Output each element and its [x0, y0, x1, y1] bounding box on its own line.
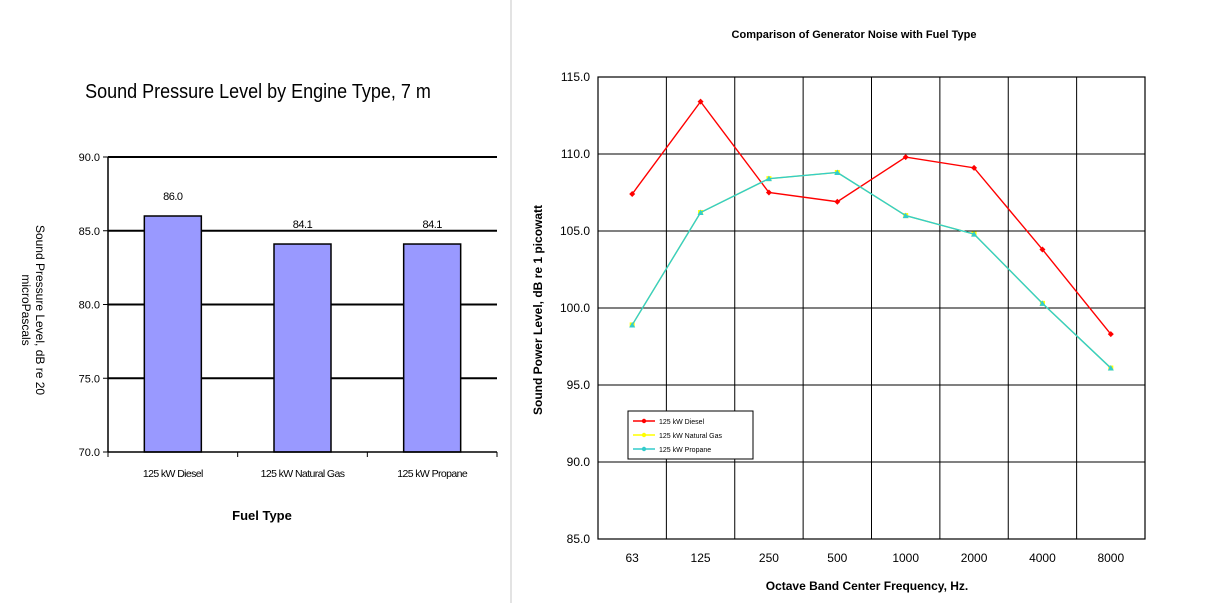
line-chart-legend-label: 125 kW Diesel	[659, 419, 705, 426]
line-chart-series-1	[629, 98, 1114, 338]
line-chart-y-axis-label: Sound Power Level, dB re 1 picowatt	[531, 205, 545, 415]
line-chart-series-line	[631, 171, 1112, 369]
line-chart-point	[902, 154, 909, 161]
bar-chart-bars	[143, 215, 462, 453]
line-chart-point	[697, 98, 704, 105]
line-chart-y-tick-label: 85.0	[567, 532, 591, 546]
line-chart-x-axis-label: Octave Band Center Frequency, Hz.	[766, 579, 969, 593]
line-chart-x-tick-label: 1000	[892, 551, 919, 565]
bar-chart-data-label: 86.0	[163, 191, 183, 203]
line-chart-point	[765, 189, 772, 196]
line-chart-legend-marker	[641, 432, 647, 438]
line-chart-x-tick-label: 4000	[1029, 551, 1056, 565]
line-chart-legend: 125 kW Diesel 125 kW Natural Gas 125 kW Pr…	[627, 410, 754, 460]
bar-chart-data-label: 84.1	[293, 219, 313, 231]
line-chart-point	[1039, 300, 1046, 306]
line-chart-x-tick-label: 8000	[1097, 551, 1124, 565]
bar-chart-panel: Sound Pressure Level by Engine Type, 7 m…	[0, 0, 510, 603]
bar-chart-bar	[402, 243, 462, 453]
bar-chart-y-tick-label: 80.0	[79, 300, 100, 312]
bar-chart-x-tick-label: 125 kW Natural Gas	[261, 468, 345, 480]
bar-chart-title: Sound Pressure Level by Engine Type, 7 m	[85, 81, 431, 103]
bar-chart-y-tick-label: 85.0	[79, 226, 100, 238]
bar-chart: Sound Pressure Level by Engine Type, 7 m…	[19, 81, 498, 523]
line-chart-legend-label: 125 kW Propane	[659, 447, 711, 454]
line-chart-point	[1107, 365, 1114, 371]
line-chart-title: Comparison of Generator Noise with Fuel …	[732, 29, 977, 41]
line-chart-point	[971, 231, 978, 237]
line-chart-y-tick-label: 115.0	[561, 70, 590, 84]
line-chart-x-tick-label: 2000	[961, 551, 988, 565]
line-chart-series	[629, 98, 1114, 371]
line-chart-x-ticks: 63 125 250 500 1000 2000 4000 8000	[626, 551, 1125, 565]
bar-chart-x-axis-label: Fuel Type	[232, 508, 292, 523]
bar-chart-x-ticks: 125 kW Diesel 125 kW Natural Gas 125 kW Pr…	[107, 452, 498, 480]
line-chart-plot-frame	[597, 76, 1146, 540]
line-chart-y-tick-label: 105.0	[560, 224, 590, 238]
line-chart-point	[697, 209, 704, 216]
panel-divider	[510, 0, 512, 603]
line-chart-point	[629, 321, 636, 328]
bar-chart-x-tick-label: 125 kW Diesel	[143, 468, 203, 480]
line-chart-legend-label: 125 kW Natural Gas	[659, 433, 723, 440]
line-chart-legend-marker	[641, 418, 647, 424]
line-chart-point	[765, 175, 772, 182]
bar-chart-bar	[143, 215, 203, 453]
bar-chart-y-tick-label: 70.0	[79, 447, 100, 459]
line-chart-panel: Comparison of Generator Noise with Fuel …	[512, 0, 1214, 603]
bar-chart-y-axis-label-line2: microPascals	[19, 274, 33, 345]
line-chart-y-tick-label: 95.0	[567, 378, 591, 392]
line-chart-series-line	[631, 100, 1112, 335]
bar-chart-y-axis-label-line1: Sound Pressure Level, dB re 20	[33, 225, 47, 395]
line-chart-x-tick-label: 125	[691, 551, 711, 565]
bar-chart-y-tick-label: 90.0	[79, 152, 100, 164]
line-chart: Comparison of Generator Noise with Fuel …	[531, 29, 1146, 593]
line-chart-point	[629, 191, 636, 198]
line-chart-series-3	[629, 169, 1114, 371]
line-chart-x-tick-label: 63	[626, 551, 640, 565]
line-chart-gridlines	[598, 76, 1145, 540]
bar-chart-bar	[273, 243, 332, 453]
bar-chart-data-label: 84.1	[422, 219, 442, 231]
line-chart-point	[1039, 246, 1046, 253]
line-chart-point	[971, 164, 978, 171]
line-chart-point	[902, 212, 909, 219]
line-chart-y-tick-label: 110.0	[561, 147, 590, 161]
bar-chart-x-tick-label: 125 kW Propane	[397, 468, 468, 480]
line-chart-x-tick-label: 250	[759, 551, 779, 565]
line-chart-y-ticks: 85.0 90.0 95.0 100.0 105.0 110.0 115.0	[560, 70, 590, 546]
line-chart-point	[834, 169, 841, 175]
line-chart-x-tick-label: 500	[827, 551, 847, 565]
line-chart-y-tick-label: 100.0	[560, 301, 590, 315]
bar-chart-y-tick-label: 75.0	[79, 373, 100, 385]
line-chart-legend-marker	[641, 446, 647, 452]
line-chart-point	[834, 198, 841, 205]
line-chart-y-tick-label: 90.0	[567, 455, 591, 469]
bar-chart-data-labels: 86.0 84.1 84.1	[163, 191, 443, 231]
bar-chart-y-ticks: 70.0 75.0 80.0 85.0 90.0	[79, 152, 108, 459]
line-chart-point	[1107, 331, 1114, 338]
